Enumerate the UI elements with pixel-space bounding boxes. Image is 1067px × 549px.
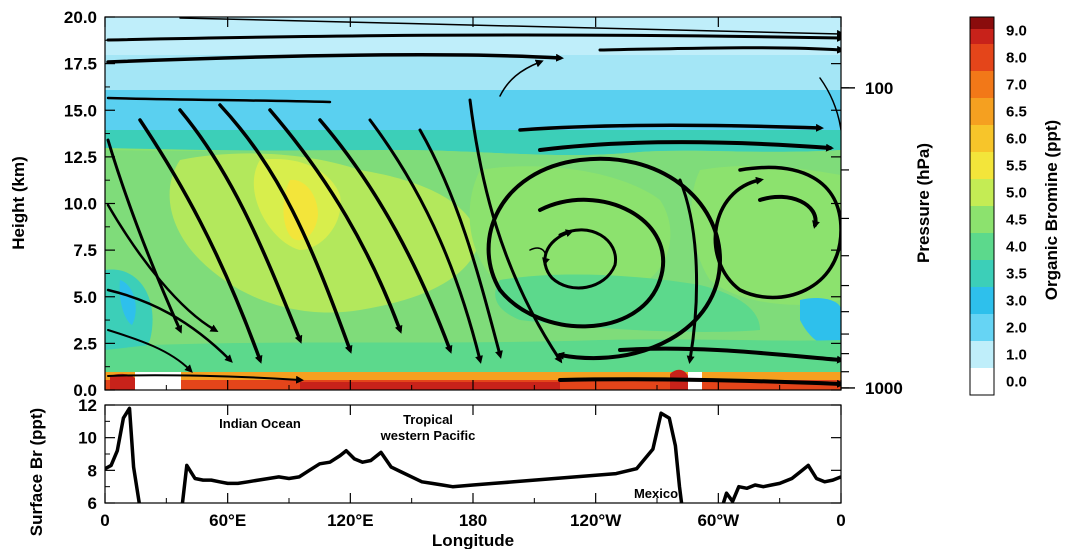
height-tick-label: 15.0 <box>64 101 97 120</box>
colorbar-swatch <box>970 71 994 98</box>
colorbar-swatch <box>970 314 994 341</box>
colorbar-label: 4.0 <box>1006 239 1027 256</box>
surface-br-axis-ticks: 6 8 10 12 <box>78 396 841 513</box>
annotation-western-pacific: western Pacific <box>380 428 476 443</box>
pressure-axis-title: Pressure (hPa) <box>914 143 933 263</box>
colorbar-swatch <box>970 368 994 395</box>
colorbar-swatch <box>970 233 994 260</box>
organic-bromine-heatmap <box>105 17 841 390</box>
height-tick-label: 20.0 <box>64 8 97 27</box>
longitude-tick-label: 60°E <box>209 511 246 530</box>
pressure-tick-label: 100 <box>865 79 893 98</box>
colorbar-label: 3.0 <box>1006 293 1027 310</box>
colorbar-label: 5.0 <box>1006 185 1027 202</box>
surface-br-tick-label: 12 <box>78 396 97 415</box>
height-tick-label: 12.5 <box>64 148 97 167</box>
height-axis-title: Height (km) <box>9 156 28 250</box>
colorbar-swatch <box>970 179 994 206</box>
longitude-tick-label: 120°E <box>327 511 374 530</box>
colorbar-top-swatch <box>970 17 994 29</box>
longitude-axis-title: Longitude <box>432 531 514 549</box>
colorbar-label: 7.0 <box>1006 77 1027 94</box>
longitude-tick-label: 60°W <box>697 511 740 530</box>
annotation-indian-ocean: Indian Ocean <box>219 416 301 431</box>
surface-br-tick-label: 8 <box>88 461 97 480</box>
colorbar-swatch <box>970 287 994 314</box>
colorbar-title: Organic Bromine (ppt) <box>1042 120 1061 300</box>
colorbar-label: 8.0 <box>1006 50 1027 67</box>
surface-br-tick-label: 6 <box>88 494 97 513</box>
colorbar-swatch <box>970 152 994 179</box>
colorbar-swatch <box>970 44 994 71</box>
annotation-tropical: Tropical <box>403 412 453 427</box>
longitude-tick-label: 0 <box>100 511 109 530</box>
colorbar-swatch <box>970 98 994 125</box>
height-axis-ticks: 0.0 2.5 5.0 7.5 10.0 12.5 15.0 17.5 20.0 <box>64 8 841 400</box>
surface-br-tick-label: 10 <box>78 429 97 448</box>
colorbar-label: 5.5 <box>1006 158 1027 175</box>
colorbar-label: 6.5 <box>1006 104 1027 121</box>
colorbar-swatch <box>970 125 994 152</box>
longitude-tick-label: 120°W <box>570 511 622 530</box>
longitude-axis-ticks: 0 60°E 120°E 180 120°W 60°W 0 <box>100 17 846 530</box>
colorbar-swatch <box>970 206 994 233</box>
height-tick-label: 17.5 <box>64 55 97 74</box>
height-tick-label: 0.0 <box>73 381 97 400</box>
longitude-tick-label: 0 <box>836 511 845 530</box>
colorbar-label: 2.0 <box>1006 320 1027 337</box>
pressure-tick-label: 1000 <box>865 379 903 398</box>
pressure-axis-ticks: 100 1000 <box>841 79 903 398</box>
wind-streamlines <box>106 17 841 388</box>
height-tick-label: 5.0 <box>73 288 97 307</box>
colorbar: 0.0 1.0 2.0 3.0 3.5 4.0 4.5 5.0 5.5 6.0 6.5 7.0 8.0 9… <box>969 16 1027 396</box>
height-tick-label: 2.5 <box>73 334 97 353</box>
bottom-panel-frame <box>104 404 842 504</box>
annotation-mexico: Mexico <box>634 486 678 501</box>
colorbar-label: 1.0 <box>1006 347 1027 364</box>
colorbar-label: 3.5 <box>1006 266 1027 283</box>
colorbar-swatch <box>970 341 994 368</box>
height-tick-label: 10.0 <box>64 195 97 214</box>
colorbar-swatch <box>970 260 994 287</box>
colorbar-label: 9.0 <box>1006 23 1027 40</box>
height-tick-label: 7.5 <box>73 241 97 260</box>
colorbar-label: 4.5 <box>1006 212 1027 229</box>
colorbar-frame <box>969 16 995 396</box>
surface-br-line <box>105 406 841 503</box>
colorbar-label: 6.0 <box>1006 131 1027 148</box>
surface-br-axis-title: Surface Br (ppt) <box>27 408 46 536</box>
longitude-tick-label: 180 <box>459 511 487 530</box>
colorbar-label: 0.0 <box>1006 374 1027 391</box>
